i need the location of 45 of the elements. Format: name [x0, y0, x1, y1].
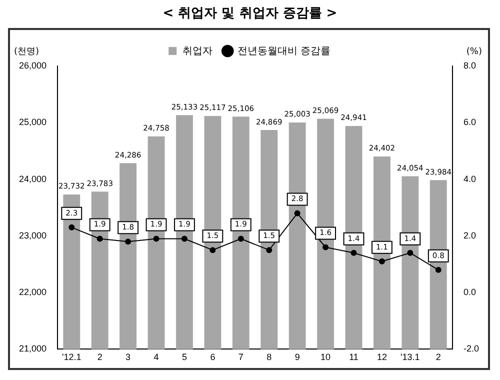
point	[350, 250, 357, 256]
point	[322, 244, 329, 250]
y-tick-label: 25,000	[18, 117, 47, 128]
point	[125, 238, 132, 245]
point	[181, 236, 188, 242]
x-tick-label: 2	[436, 352, 441, 362]
x-tick-label: 8	[266, 352, 272, 362]
y2-tick-label: 8.0	[463, 60, 476, 70]
x-tick-label: 6	[210, 352, 216, 362]
point	[294, 210, 300, 216]
y2-tick-label: 2.0	[463, 230, 476, 240]
y-tick-label: 26,000	[18, 60, 47, 70]
y2-tick-label: 4.0	[463, 174, 476, 184]
y2-axis-title: (%)	[466, 46, 482, 57]
x-tick-label: 5	[182, 352, 187, 362]
point	[407, 250, 414, 256]
x-tick-label: '13.1	[400, 352, 420, 362]
point	[378, 258, 385, 264]
x-tick-label: 4	[154, 352, 159, 362]
x-tick-label: 11	[349, 352, 358, 362]
chart-title: < 취업자 및 취업자 증감률 >	[162, 5, 338, 22]
y2-tick-label: -2.0	[463, 344, 480, 354]
x-tick-label: 3	[126, 352, 131, 362]
point	[266, 247, 272, 254]
legend-label: 취업자	[182, 46, 213, 57]
point	[210, 247, 216, 254]
x-tick-label: 10	[320, 352, 331, 362]
point	[68, 224, 75, 230]
point	[153, 236, 160, 242]
y-tick-label: 23,000	[18, 230, 47, 240]
y-tick-label: 22,000	[18, 287, 47, 298]
y-axis-title: (천명)	[14, 46, 40, 57]
x-tick-label: 12	[376, 352, 387, 362]
point	[435, 266, 442, 273]
y-tick-label: 21,000	[18, 344, 47, 354]
y2-tick-label: 6.0	[463, 117, 476, 128]
point	[238, 236, 244, 242]
x-tick-label: '12.1	[62, 352, 82, 362]
x-tick-label: 2	[97, 352, 102, 362]
x-tick-label: 9	[294, 352, 300, 362]
y2-tick-label: 0.0	[463, 287, 476, 298]
x-tick-label: 7	[238, 352, 244, 362]
y-tick-label: 24,000	[18, 174, 47, 184]
point	[96, 236, 103, 242]
legend-label: 전년동월대비 증감률	[238, 46, 330, 57]
